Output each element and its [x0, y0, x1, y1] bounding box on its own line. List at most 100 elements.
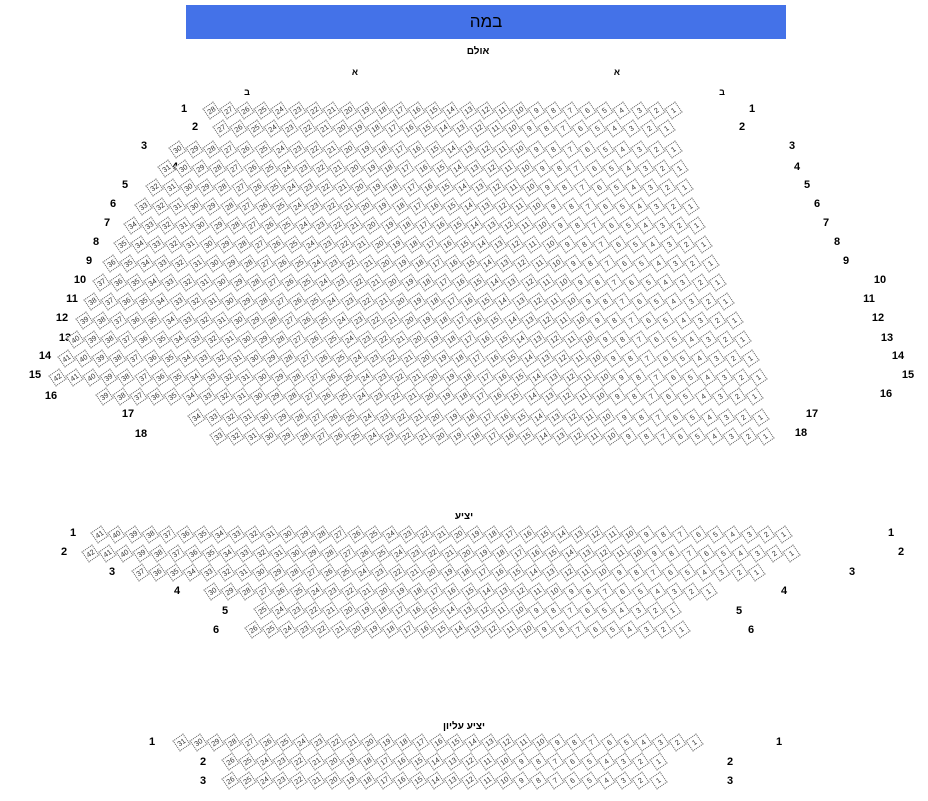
seat[interactable]: 21 — [329, 620, 349, 639]
seat[interactable]: 15 — [510, 368, 529, 387]
seat[interactable]: 10 — [510, 140, 529, 159]
seat[interactable]: 28 — [287, 368, 306, 387]
seat[interactable]: 12 — [561, 368, 580, 387]
seat[interactable]: 26 — [221, 752, 240, 771]
seat[interactable]: 17 — [427, 254, 446, 273]
seat[interactable]: 2 — [739, 427, 758, 446]
seat[interactable]: 17 — [473, 563, 492, 582]
seat[interactable]: 37 — [158, 525, 177, 544]
seat[interactable]: 2 — [734, 408, 753, 427]
seat[interactable]: 22 — [357, 292, 376, 311]
seat[interactable]: 23 — [349, 311, 368, 330]
seat[interactable]: 10 — [540, 235, 560, 254]
seat[interactable]: 33 — [194, 349, 213, 368]
seat[interactable]: 9 — [558, 235, 577, 254]
seat[interactable]: 19 — [356, 601, 375, 620]
seat[interactable]: 24 — [314, 273, 333, 292]
seat[interactable]: 8 — [544, 601, 563, 620]
seat[interactable]: 18 — [434, 311, 453, 330]
seat[interactable]: 34 — [160, 311, 180, 330]
seat[interactable]: 17 — [375, 771, 394, 790]
seat[interactable]: 28 — [213, 178, 232, 197]
seat[interactable]: 5 — [580, 771, 599, 790]
seat[interactable]: 4 — [723, 525, 742, 544]
seat[interactable]: 15 — [461, 254, 480, 273]
seat[interactable]: 21 — [399, 349, 418, 368]
seat[interactable]: 26 — [244, 620, 263, 639]
seat[interactable]: 36 — [134, 330, 153, 349]
seat[interactable]: 14 — [511, 330, 530, 349]
seat[interactable]: 17 — [471, 387, 490, 406]
seat[interactable]: 16 — [526, 544, 545, 563]
seat[interactable]: 20 — [376, 254, 395, 273]
seat[interactable]: 4 — [648, 582, 667, 601]
seat[interactable]: 42 — [81, 544, 100, 563]
seat[interactable]: 12 — [586, 525, 605, 544]
seat[interactable]: 20 — [424, 368, 443, 387]
seat[interactable]: 19 — [341, 752, 360, 771]
seat[interactable]: 26 — [273, 254, 292, 273]
seat[interactable]: 24 — [306, 582, 325, 601]
seat[interactable]: 11 — [516, 216, 535, 235]
seat[interactable]: 28 — [202, 140, 221, 159]
seat[interactable]: 30 — [189, 733, 208, 752]
seat[interactable]: 2 — [631, 752, 650, 771]
seat[interactable]: 39 — [95, 387, 114, 406]
seat[interactable]: 19 — [474, 544, 493, 563]
seat[interactable]: 22 — [374, 330, 393, 349]
seat[interactable]: 2 — [647, 101, 666, 120]
seat[interactable]: 3 — [653, 216, 672, 235]
seat[interactable]: 7 — [592, 235, 611, 254]
seat[interactable]: 9 — [614, 408, 634, 427]
seat[interactable]: 3 — [651, 733, 670, 752]
seat[interactable]: 13 — [476, 197, 495, 216]
seat[interactable]: 25 — [372, 544, 391, 563]
seat[interactable]: 9 — [637, 525, 656, 544]
seat[interactable]: 18 — [417, 273, 436, 292]
seat[interactable]: 15 — [512, 408, 531, 427]
seat[interactable]: 3 — [630, 140, 649, 159]
seat[interactable]: 37 — [117, 330, 136, 349]
seat[interactable]: 35 — [143, 311, 162, 330]
seat[interactable]: 15 — [409, 752, 428, 771]
seat[interactable]: 18 — [397, 216, 416, 235]
seat[interactable]: 6 — [602, 216, 621, 235]
seat[interactable]: 28 — [208, 159, 227, 178]
seat[interactable]: 1 — [716, 292, 735, 311]
seat[interactable]: 3 — [665, 582, 684, 601]
seat[interactable]: 19 — [364, 620, 383, 639]
seat[interactable]: 12 — [482, 159, 501, 178]
seat[interactable]: 24 — [282, 178, 301, 197]
seat[interactable]: 3 — [614, 752, 633, 771]
seat[interactable]: 13 — [458, 101, 478, 120]
seat[interactable]: 20 — [416, 349, 435, 368]
seat[interactable]: 21 — [315, 119, 334, 138]
seat[interactable]: 9 — [548, 733, 567, 752]
seat[interactable]: 38 — [83, 292, 102, 311]
seat[interactable]: 32 — [226, 427, 245, 446]
seat[interactable]: 35 — [201, 544, 220, 563]
seat[interactable]: 18 — [456, 563, 475, 582]
seat[interactable]: 6 — [688, 525, 708, 544]
seat[interactable]: 1 — [671, 620, 691, 639]
seat[interactable]: 11 — [499, 159, 518, 178]
seat[interactable]: 23 — [305, 197, 324, 216]
seat[interactable]: 1 — [675, 178, 694, 197]
seat[interactable]: 7 — [572, 178, 592, 197]
seat[interactable]: 26 — [305, 330, 324, 349]
seat[interactable]: 6 — [578, 140, 597, 159]
seat[interactable]: 3 — [629, 601, 648, 620]
seat[interactable]: 29 — [196, 178, 215, 197]
seat[interactable]: 13 — [494, 582, 513, 601]
seat[interactable]: 1 — [733, 330, 752, 349]
seat[interactable]: 22 — [312, 620, 331, 639]
seat[interactable]: 16 — [444, 254, 463, 273]
seat[interactable]: 23 — [369, 387, 388, 406]
seat[interactable]: 7 — [598, 254, 617, 273]
seat[interactable]: 7 — [561, 101, 580, 120]
seat[interactable]: 10 — [554, 273, 573, 292]
seat[interactable]: 25 — [275, 733, 294, 752]
seat[interactable]: 12 — [558, 563, 578, 582]
seat[interactable]: 19 — [400, 273, 419, 292]
seat[interactable]: 13 — [546, 408, 565, 427]
